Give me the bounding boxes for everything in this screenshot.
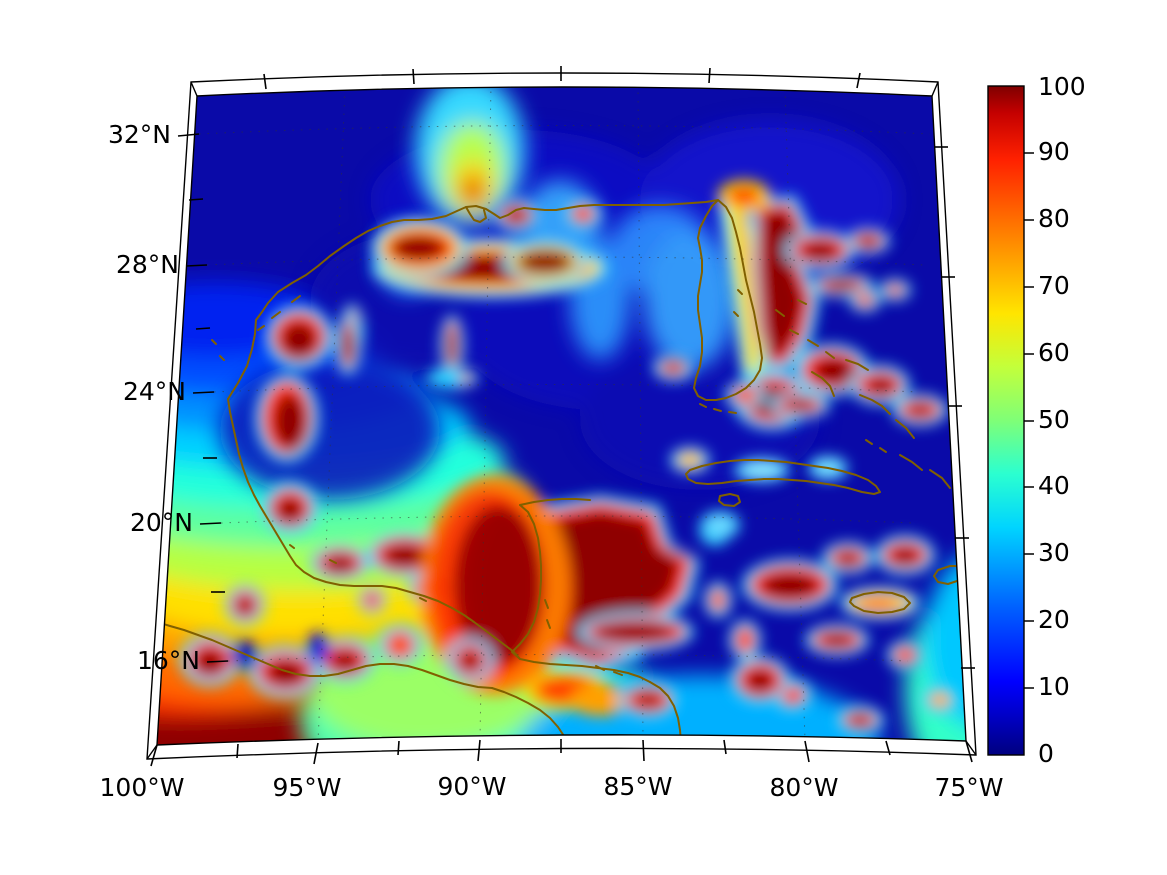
- y-tick-label: 28°N: [116, 250, 179, 279]
- colorbar-tick-label: 10: [1038, 672, 1070, 701]
- graticule: [157, 87, 966, 745]
- colorbar-ticks: [1024, 152, 1034, 689]
- x-tick-label: 75°W: [934, 773, 1003, 802]
- colorbar-tick-label: 60: [1038, 338, 1070, 367]
- y-tick-label: 32°N: [108, 120, 171, 149]
- colorbar-tick-label: 0: [1038, 739, 1054, 768]
- axis-ticks: [150, 66, 975, 767]
- colorbar-tick-label: 20: [1038, 605, 1070, 634]
- x-tick-label: 85°W: [603, 772, 672, 801]
- colorbar-tick-label: 90: [1038, 137, 1070, 166]
- colorbar-tick-label: 80: [1038, 204, 1070, 233]
- map-frame: [146, 72, 977, 760]
- x-tick-label: 100°W: [100, 773, 185, 802]
- colorbar-tick-label: 40: [1038, 471, 1070, 500]
- y-tick-label: 20°N: [130, 508, 193, 537]
- y-axis-labels: 32°N 28°N 24°N 20°N 16°N: [108, 120, 200, 675]
- coastlines: [157, 199, 966, 743]
- colorbar-tick-label: 30: [1038, 538, 1070, 567]
- x-tick-label: 95°W: [272, 773, 341, 802]
- colorbar-labels: 100 90 80 70 60 50 40 30 20 10 0: [1038, 72, 1086, 768]
- x-tick-label: 80°W: [769, 773, 838, 802]
- colorbar-tick-label: 100: [1038, 72, 1086, 101]
- x-tick-label: 90°W: [437, 772, 506, 801]
- colorbar-tick-label: 50: [1038, 405, 1070, 434]
- heatmap-field: [157, 87, 966, 745]
- colorbar[interactable]: 100 90 80 70 60 50 40 30 20 10 0: [987, 72, 1086, 768]
- y-tick-label: 16°N: [137, 646, 200, 675]
- y-tick-label: 24°N: [123, 377, 186, 406]
- colorbar-gradient: [987, 85, 1025, 756]
- colorbar-tick-label: 70: [1038, 271, 1070, 300]
- x-axis-labels: 100°W 95°W 90°W 85°W 80°W 75°W: [100, 772, 1004, 802]
